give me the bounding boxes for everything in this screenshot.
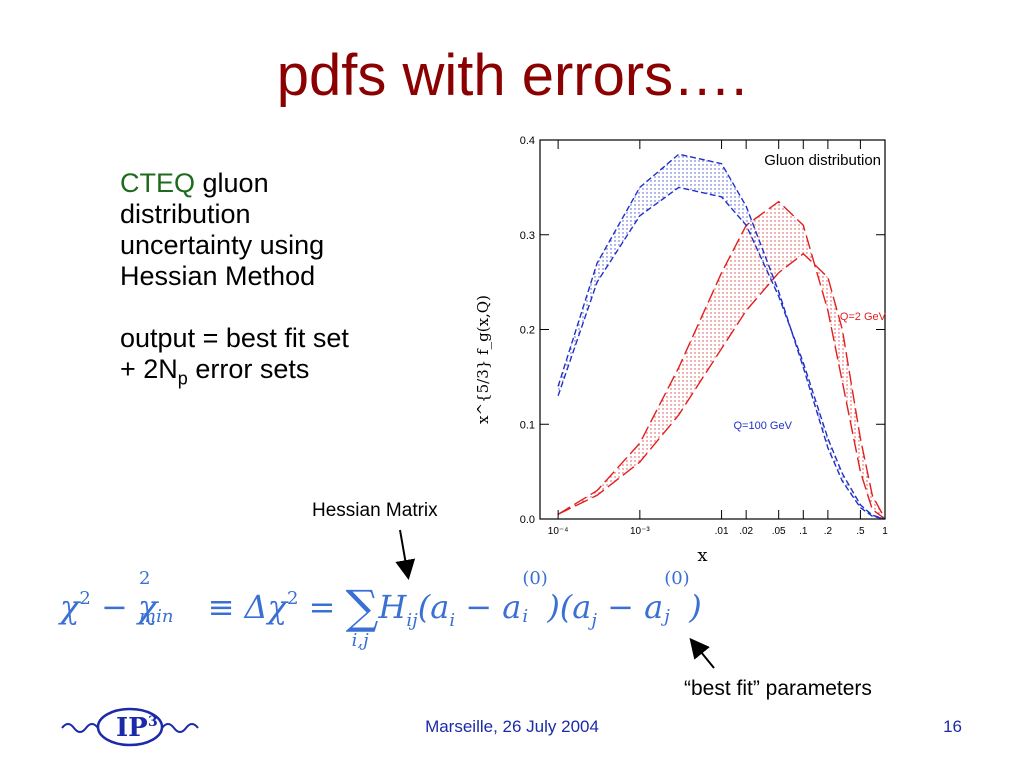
formula-close: ) — [689, 588, 702, 626]
y-tick-label-0: 0.0 — [520, 514, 535, 526]
chart-title: Gluon distribution — [764, 152, 881, 169]
desc-line-2: distribution — [120, 199, 251, 229]
annotation-0: Q=2 GeV — [840, 311, 887, 323]
y-tick-label-2: 0.2 — [520, 325, 535, 337]
desc-line-3: uncertainty using — [120, 230, 325, 260]
formula-ai0-sup: (0) — [522, 568, 548, 589]
formula-min-sub: min — [139, 606, 174, 627]
ip3-logo: IP 3 — [60, 704, 200, 753]
formula-ai0: (0) i — [521, 568, 548, 627]
formula-aj0-sup: (0) — [664, 568, 690, 589]
logo-ip: IP — [116, 713, 148, 743]
formula-sum: ∑ i,j — [345, 580, 379, 651]
gluon-chart: 0.0 0.1 0.2 0.3 0.4 10⁻⁴ 10⁻³ .01 .02 .05 .1 .2 .5 1 G… — [474, 135, 888, 566]
series-line-1 — [557, 252, 886, 520]
x-axis-label: x — [697, 545, 707, 566]
series-line-3 — [557, 186, 886, 520]
formula-sup-2b: 2 — [139, 568, 151, 589]
formula-aj-sub: j — [591, 610, 597, 631]
formula-sup-2c: 2 — [287, 588, 299, 609]
description-text: CTEQ gluon distribution uncertainty usin… — [120, 168, 440, 394]
formula-sum-symbol: ∑ — [345, 580, 379, 634]
x-tick-label-0: 10⁻⁴ — [548, 526, 569, 537]
formula-open-ai: (a — [417, 588, 450, 626]
desc-line-5: output = best fit set — [120, 323, 349, 353]
formula-minus-a: − a — [455, 588, 522, 626]
desc-line-6-sub: p — [177, 368, 188, 389]
hessian-arrow — [395, 529, 416, 580]
footer-text: Marseille, 26 July 2004 — [425, 717, 599, 736]
series-line-2 — [557, 153, 886, 520]
hessian-matrix-label: Hessian Matrix — [312, 500, 438, 521]
x-tick-label-7: .5 — [856, 526, 865, 537]
formula-aj0-sub: j — [664, 606, 670, 627]
x-tick-label-4: .05 — [772, 526, 786, 537]
best-fit-label: “best fit” parameters — [684, 677, 872, 700]
y-tick-label-3: 0.3 — [520, 230, 535, 242]
desc-line-6-b: error sets — [187, 354, 310, 384]
x-tick-label-8: 1 — [882, 526, 888, 537]
desc-line-6-a: + 2N — [120, 354, 178, 384]
x-tick-label-3: .02 — [739, 526, 753, 537]
formula-chi-2: χ — [138, 588, 158, 626]
plot-layer: 0.0 0.1 0.2 0.3 0.4 10⁻⁴ 10⁻³ .01 .02 .05 .1 .2 .5 1 G… — [474, 135, 888, 566]
page-number: 16 — [943, 717, 962, 736]
x-tick-label-1: 10⁻³ — [630, 526, 650, 537]
formula-ai-sub: i — [449, 610, 456, 631]
desc-line-6: + 2Np error sets — [120, 354, 440, 394]
x-tick-label-5: .1 — [799, 526, 808, 537]
formula-minus: − — [90, 588, 138, 626]
formula-chi-3: χ — [267, 588, 288, 626]
x-tick-label-6: .2 — [824, 526, 833, 537]
desc-line-1: CTEQ gluon — [120, 168, 440, 199]
bestfit-arrow — [689, 637, 715, 669]
y-tick-label-4: 0.4 — [520, 135, 535, 147]
formula-equiv: ≡ Δ — [197, 588, 268, 626]
desc-line-1-rest: gluon — [195, 168, 269, 198]
formula-chi: χ — [60, 588, 80, 626]
page-title: pdfs with errors…. — [276, 43, 748, 108]
formula-eq: = — [298, 588, 346, 626]
desc-accent: CTEQ — [120, 168, 196, 198]
annotation-1: Q=100 GeV — [734, 420, 793, 432]
y-tick-label-1: 0.1 — [520, 419, 535, 431]
formula-aj0: (0) j — [663, 568, 690, 627]
ip3-logo-graphic: IP 3 — [61, 707, 199, 747]
formula-h-sub: ij — [406, 610, 418, 631]
x-tick-label-2: .01 — [715, 526, 729, 537]
desc-line-4: Hessian Method — [120, 261, 316, 291]
formula-close-open: )(a — [547, 588, 592, 626]
formula-h: H — [378, 588, 407, 626]
formula-chi-min: χ 2 min — [138, 568, 173, 627]
formula-sup-2: 2 — [79, 588, 91, 609]
formula-minus-a-2: − a — [596, 588, 664, 626]
y-axis-label: x^{5/3} f_g(x,Q) — [474, 295, 492, 424]
formula-sum-sub: i,j — [351, 630, 369, 651]
series-line-0 — [557, 200, 886, 520]
logo-sup: 3 — [148, 714, 158, 730]
chi-square-formula: χ2 − χ 2 min ≡ Δχ2 = ∑ i,j Hij(ai − a (0) i)(a… — [60, 568, 702, 651]
formula-ai0-sub: i — [522, 606, 529, 627]
